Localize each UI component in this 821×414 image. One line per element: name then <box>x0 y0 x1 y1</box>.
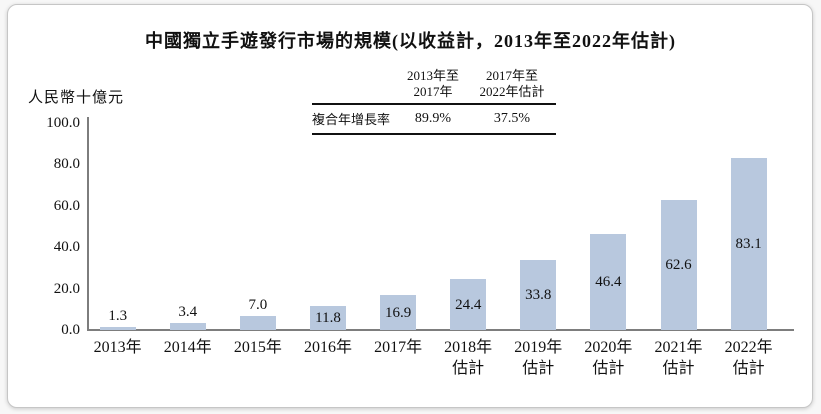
cagr-period-2-line-1: 2017年至 <box>485 68 538 83</box>
bar <box>380 295 417 330</box>
bar-value-label: 24.4 <box>455 296 482 313</box>
bar-value-label: 83.1 <box>735 235 762 252</box>
x-axis-label: 2015年 <box>233 339 282 356</box>
x-axis-label: 2014年 <box>163 339 212 356</box>
x-axis-line <box>87 329 794 331</box>
y-tick-label: 80.0 <box>53 156 80 173</box>
x-axis-label: 2019年 估計 <box>514 339 563 377</box>
x-axis-label: 2021年 估計 <box>654 339 703 377</box>
cagr-table: 2013年至 2017年 2017年至 2022年估計 複合年增長率 89.9%… <box>312 68 556 135</box>
y-axis-unit-label: 人民幣十億元 <box>28 90 125 106</box>
bar-value-label: 3.4 <box>178 303 198 320</box>
bar-value-label: 33.8 <box>525 287 552 304</box>
x-axis-label: 2013年 <box>93 339 142 356</box>
y-tick-label: 60.0 <box>53 197 80 214</box>
cagr-row-label: 複合年增長率 <box>312 112 391 127</box>
x-axis-label: 2017年 <box>374 339 423 356</box>
cagr-value-1: 89.9% <box>414 110 452 126</box>
y-tick-label: 0.0 <box>61 322 80 338</box>
x-axis-label: 2022年 估計 <box>724 339 773 377</box>
y-tick-label: 20.0 <box>53 280 80 297</box>
bar <box>99 327 136 330</box>
bar <box>450 279 487 330</box>
chart-title: 中國獨立手遊發行市場的規模(以收益計，2013年至2022年估計) <box>145 31 676 51</box>
cagr-period-1-line-2: 2017年 <box>413 84 453 99</box>
y-tick-label: 40.0 <box>53 239 80 256</box>
bar-value-label: 11.8 <box>315 309 341 326</box>
bar <box>310 305 346 330</box>
cagr-period-2-line-2: 2022年估計 <box>479 84 545 99</box>
cagr-period-1-header: 2013年至 2017年 <box>398 68 468 100</box>
bar <box>590 233 627 330</box>
bar <box>239 315 276 330</box>
x-axis-label: 2018年 估計 <box>444 339 493 377</box>
y-tick-label: 100.0 <box>46 115 80 131</box>
bar <box>520 260 557 330</box>
x-axis-label: 2016年 <box>303 339 352 356</box>
bar <box>730 157 767 330</box>
cagr-period-2-header: 2017年至 2022年估計 <box>468 68 556 100</box>
cagr-value-2: 37.5% <box>493 110 531 126</box>
bar-value-label: 62.6 <box>665 257 692 274</box>
cagr-period-1-line-1: 2013年至 <box>406 68 459 83</box>
cagr-table-header-row: 2013年至 2017年 2017年至 2022年估計 <box>312 68 556 105</box>
bar-value-label: 16.9 <box>384 304 412 321</box>
y-axis-line <box>87 117 89 331</box>
cagr-table-value-row: 複合年增長率 89.9% 37.5% <box>312 105 556 135</box>
bar-value-label: 1.3 <box>108 308 128 325</box>
bar-value-label: 46.4 <box>595 273 622 290</box>
bar <box>169 322 206 330</box>
bar <box>660 200 697 330</box>
x-axis-label: 2020年 估計 <box>584 339 633 377</box>
bar-value-label: 7.0 <box>248 296 268 313</box>
